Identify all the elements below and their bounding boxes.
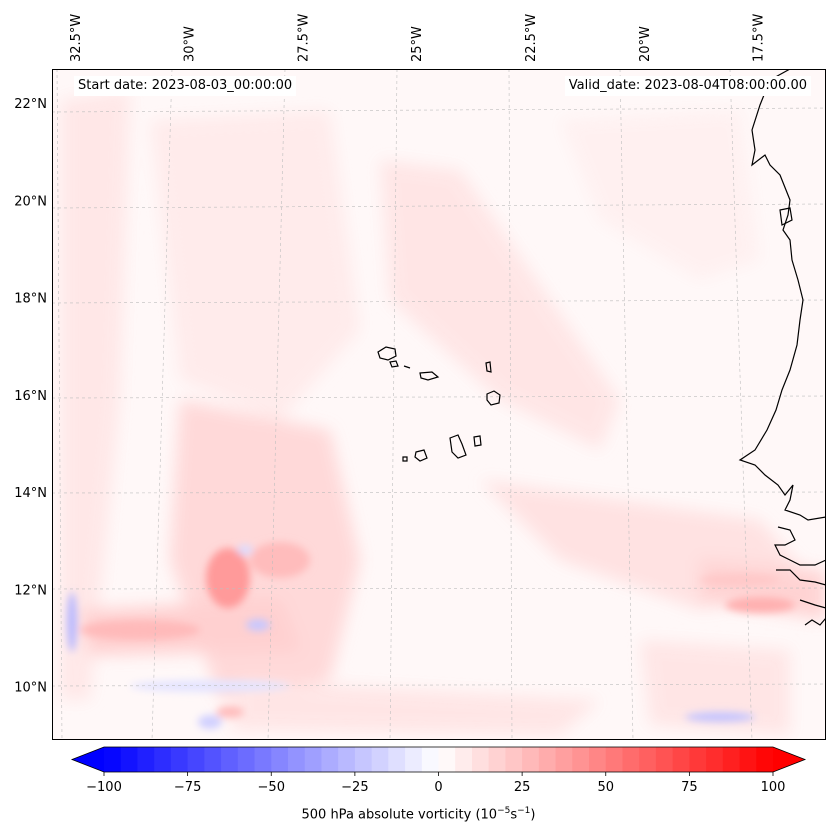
colorbar-label: 500 hPa absolute vorticity (10−5s−1) bbox=[301, 806, 536, 823]
colorbar-segment bbox=[204, 747, 222, 772]
colorbar-extend-min bbox=[72, 747, 104, 772]
colorbar-segment bbox=[739, 747, 757, 772]
african-coastline bbox=[738, 69, 826, 626]
colorbar-segment bbox=[538, 747, 557, 772]
latitude-labels: 22°N 20°N 18°N 16°N 14°N 12°N 10°N bbox=[14, 97, 47, 695]
colorbar-segment bbox=[722, 747, 741, 772]
colorbar-segment bbox=[672, 747, 690, 772]
longitude-labels: 32.5°W 30°W 27.5°W 25°W 22.5°W 20°W 17.5°W bbox=[69, 14, 767, 62]
latitude-label: 12°N bbox=[14, 583, 47, 598]
colorbar-tick-label: 25 bbox=[514, 780, 531, 795]
colorbar-segment bbox=[655, 747, 674, 772]
colorbar-segment bbox=[187, 747, 205, 772]
colorbar-segment bbox=[354, 747, 373, 772]
longitude-label: 22.5°W bbox=[524, 14, 539, 62]
start-date-label: Start date: 2023-08-03_00:00:00 bbox=[74, 76, 297, 96]
colorbar-ticks: −100 −75 −50 −25 0 25 50 75 100 bbox=[86, 772, 785, 795]
colorbar-segment bbox=[321, 747, 339, 772]
colorbar-segment bbox=[287, 747, 306, 772]
colorbar-segment bbox=[555, 747, 573, 772]
colorbar-tick-label: 0 bbox=[434, 780, 442, 795]
colorbar-segment bbox=[137, 747, 155, 772]
colorbar-segment bbox=[221, 747, 239, 772]
colorbar-segment bbox=[120, 747, 139, 772]
colorbar-segment bbox=[237, 747, 256, 772]
colorbar-tick-label: −50 bbox=[258, 780, 285, 795]
colorbar-segment bbox=[304, 747, 323, 772]
colorbar-segment bbox=[338, 747, 356, 772]
colorbar-segment bbox=[388, 747, 406, 772]
colorbar-segment bbox=[605, 747, 624, 772]
colorbar-segment bbox=[271, 747, 289, 772]
colorbar-segment bbox=[622, 747, 640, 772]
valid-date-label: Valid_date: 2023-08-04T08:00:00.00 bbox=[564, 76, 811, 96]
longitude-label: 20°W bbox=[638, 26, 653, 62]
colorbar-segment bbox=[488, 747, 506, 772]
vorticity-field bbox=[52, 69, 826, 740]
colorbar-segment bbox=[572, 747, 590, 772]
colorbar-extend-max bbox=[773, 747, 805, 772]
colorbar-tick-label: 75 bbox=[681, 780, 698, 795]
colorbar-segment bbox=[522, 747, 540, 772]
latitude-label: 22°N bbox=[14, 97, 47, 112]
longitude-label: 27.5°W bbox=[296, 14, 311, 62]
colorbar-segment bbox=[104, 747, 122, 772]
latitude-label: 16°N bbox=[14, 389, 47, 404]
longitude-label: 25°W bbox=[410, 26, 425, 62]
latitude-label: 14°N bbox=[14, 486, 47, 501]
latitude-label: 20°N bbox=[14, 194, 47, 209]
colorbar-segment bbox=[254, 747, 272, 772]
colorbar-tick-label: −25 bbox=[341, 780, 368, 795]
colorbar-segment bbox=[471, 747, 490, 772]
colorbar-tick-label: −75 bbox=[174, 780, 201, 795]
colorbar-segment bbox=[154, 747, 172, 772]
map-frame bbox=[52, 69, 826, 740]
colorbar-segment bbox=[639, 747, 657, 772]
colorbar-tick-label: −100 bbox=[86, 780, 122, 795]
colorbar-segment bbox=[371, 747, 389, 772]
colorbar-segment bbox=[756, 747, 774, 772]
longitude-label: 17.5°W bbox=[752, 14, 767, 62]
colorbar-segment bbox=[689, 747, 707, 772]
colorbar-segment bbox=[505, 747, 523, 772]
colorbar-tick-label: 50 bbox=[597, 780, 614, 795]
cape-verde-islands bbox=[377, 346, 501, 462]
colorbar-tick-label: 100 bbox=[761, 780, 786, 795]
colorbar-segment bbox=[405, 747, 423, 772]
colorbar-segment bbox=[170, 747, 189, 772]
longitude-label: 30°W bbox=[183, 26, 198, 62]
colorbar bbox=[70, 746, 807, 773]
gridlines bbox=[52, 69, 826, 740]
colorbar-segment bbox=[706, 747, 724, 772]
colorbar-segment bbox=[421, 747, 440, 772]
colorbar-segment bbox=[455, 747, 473, 772]
colorbar-segment bbox=[438, 747, 456, 772]
latitude-label: 10°N bbox=[14, 681, 47, 696]
colorbar-segment bbox=[589, 747, 607, 772]
longitude-label: 32.5°W bbox=[69, 14, 84, 62]
latitude-label: 18°N bbox=[14, 292, 47, 307]
